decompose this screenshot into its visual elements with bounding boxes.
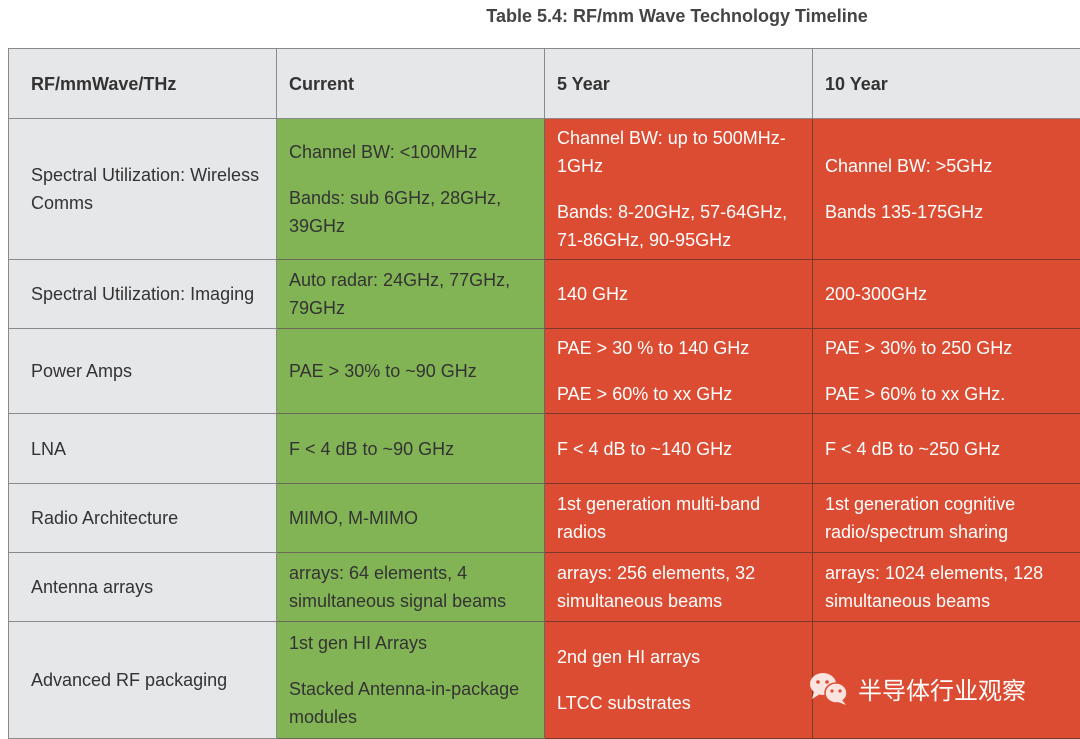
header-current: Current bbox=[277, 49, 545, 119]
watermark-text: 半导体行业观察 bbox=[858, 671, 1026, 706]
cell-text: 1st generation cognitive radio/spectrum … bbox=[825, 490, 1069, 546]
cell-current: PAE > 30% to ~90 GHz bbox=[277, 329, 545, 414]
cell-y5: PAE > 30 % to 140 GHz PAE > 60% to xx GHz bbox=[545, 329, 813, 414]
row-label: Antenna arrays bbox=[9, 553, 277, 622]
cell-text: MIMO, M-MIMO bbox=[289, 504, 532, 532]
row-label: Advanced RF packaging bbox=[9, 622, 277, 739]
cell-text: 1st generation multi-band radios bbox=[557, 490, 800, 546]
cell-text: 2nd gen HI arrays bbox=[557, 643, 800, 671]
cell-text: arrays: 256 elements, 32 simultaneous be… bbox=[557, 559, 800, 615]
cell-text: Auto radar: 24GHz, 77GHz, 79GHz bbox=[289, 266, 532, 322]
cell-text: PAE > 30% to ~90 GHz bbox=[289, 357, 532, 385]
cell-text: PAE > 30 % to 140 GHz bbox=[557, 334, 800, 362]
cell-y10: 200-300GHz bbox=[813, 260, 1080, 329]
cell-y10: Channel BW: >5GHz Bands 135-175GHz bbox=[813, 119, 1080, 260]
cell-text: PAE > 60% to xx GHz. bbox=[825, 380, 1069, 408]
row-label: Power Amps bbox=[9, 329, 277, 414]
table-row: Radio Architecture MIMO, M-MIMO 1st genera… bbox=[9, 484, 1080, 553]
watermark: 半导体行业观察 bbox=[808, 670, 1026, 706]
technology-timeline-table: RF/mmWave/THz Current 5 Year 10 Year Spe… bbox=[8, 48, 1080, 739]
cell-text: 200-300GHz bbox=[825, 280, 1069, 308]
header-10-year: 10 Year bbox=[813, 49, 1080, 119]
cell-y5: F < 4 dB to ~140 GHz bbox=[545, 414, 813, 484]
cell-y10: 1st generation cognitive radio/spectrum … bbox=[813, 484, 1080, 553]
cell-y10: arrays: 1024 elements, 128 simultaneous … bbox=[813, 553, 1080, 622]
cell-y5: 1st generation multi-band radios bbox=[545, 484, 813, 553]
cell-current: MIMO, M-MIMO bbox=[277, 484, 545, 553]
wechat-icon bbox=[808, 670, 850, 706]
header-5-year: 5 Year bbox=[545, 49, 813, 119]
cell-current: Channel BW: <100MHz Bands: sub 6GHz, 28GH… bbox=[277, 119, 545, 260]
cell-y10: PAE > 30% to 250 GHz PAE > 60% to xx GHz. bbox=[813, 329, 1080, 414]
cell-y5: 140 GHz bbox=[545, 260, 813, 329]
cell-current: Auto radar: 24GHz, 77GHz, 79GHz bbox=[277, 260, 545, 329]
cell-text: Channel BW: up to 500MHz-1GHz bbox=[557, 124, 800, 180]
cell-y5: Channel BW: up to 500MHz-1GHz Bands: 8-20… bbox=[545, 119, 813, 260]
cell-y5: arrays: 256 elements, 32 simultaneous be… bbox=[545, 553, 813, 622]
row-label: Spectral Utilization: Imaging bbox=[9, 260, 277, 329]
cell-text: Stacked Antenna-in-package modules bbox=[289, 675, 532, 731]
cell-text: PAE > 60% to xx GHz bbox=[557, 380, 800, 408]
cell-text: Bands 135-175GHz bbox=[825, 198, 1069, 226]
cell-text: 1st gen HI Arrays bbox=[289, 629, 532, 657]
cell-text: LTCC substrates bbox=[557, 689, 800, 717]
cell-text: 140 GHz bbox=[557, 280, 800, 308]
cell-text: F < 4 dB to ~90 GHz bbox=[289, 435, 532, 463]
table-row: Power Amps PAE > 30% to ~90 GHz PAE > 30 %… bbox=[9, 329, 1080, 414]
cell-current: 1st gen HI Arrays Stacked Antenna-in-pack… bbox=[277, 622, 545, 739]
cell-text: F < 4 dB to ~140 GHz bbox=[557, 435, 800, 463]
header-category: RF/mmWave/THz bbox=[9, 49, 277, 119]
row-label: Radio Architecture bbox=[9, 484, 277, 553]
table-title: Table 5.4: RF/mm Wave Technology Timelin… bbox=[0, 6, 1080, 27]
cell-current: arrays: 64 elements, 4 simultaneous sign… bbox=[277, 553, 545, 622]
cell-text: Bands: 8-20GHz, 57-64GHz, 71-86GHz, 90-9… bbox=[557, 198, 800, 254]
header-row: RF/mmWave/THz Current 5 Year 10 Year bbox=[9, 49, 1080, 119]
cell-y10: F < 4 dB to ~250 GHz bbox=[813, 414, 1080, 484]
cell-y5: 2nd gen HI arrays LTCC substrates bbox=[545, 622, 813, 739]
row-label: LNA bbox=[9, 414, 277, 484]
table-row: LNA F < 4 dB to ~90 GHz F < 4 dB to ~140 G… bbox=[9, 414, 1080, 484]
cell-text: PAE > 30% to 250 GHz bbox=[825, 334, 1069, 362]
cell-text: arrays: 1024 elements, 128 simultaneous … bbox=[825, 559, 1069, 615]
cell-text: Bands: sub 6GHz, 28GHz, 39GHz bbox=[289, 184, 532, 240]
cell-text: arrays: 64 elements, 4 simultaneous sign… bbox=[289, 559, 532, 615]
cell-text: Channel BW: >5GHz bbox=[825, 152, 1069, 180]
cell-text: F < 4 dB to ~250 GHz bbox=[825, 435, 1069, 463]
row-label: Spectral Utilization: Wireless Comms bbox=[9, 119, 277, 260]
cell-current: F < 4 dB to ~90 GHz bbox=[277, 414, 545, 484]
cell-text: Channel BW: <100MHz bbox=[289, 138, 532, 166]
